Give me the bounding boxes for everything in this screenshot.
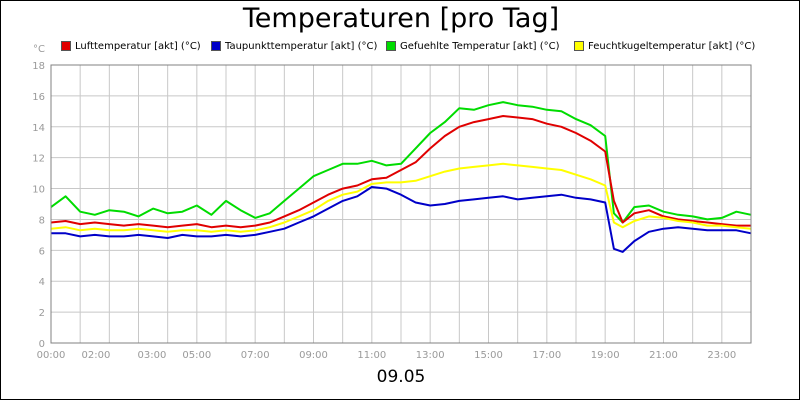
x-tick-label: 07:00: [241, 350, 270, 361]
x-tick-label: 03:00: [138, 350, 167, 361]
legend-label: Taupunkttemperatur [akt] (°C): [225, 40, 378, 52]
y-tick-label: 8: [39, 215, 45, 226]
x-tick-label: 19:00: [591, 350, 620, 361]
x-tick-label: 00:00: [37, 350, 66, 361]
chart-title: Temperaturen [pro Tag]: [242, 3, 560, 34]
x-tick-label: 15:00: [474, 350, 503, 361]
legend-swatch: [574, 41, 584, 51]
legend-item: Gefuehlte Temperatur [akt] (°C): [386, 38, 559, 54]
y-tick-label: 12: [32, 154, 45, 165]
series-line-2: [50, 101, 752, 224]
y-axis-unit-label: °C: [33, 44, 45, 55]
legend-item: Lufttemperatur [akt] (°C): [61, 38, 201, 54]
y-tick-label: 16: [32, 92, 45, 103]
legend-swatch: [211, 41, 221, 51]
series-line-0: [50, 115, 751, 229]
y-tick-label: 18: [32, 61, 45, 72]
x-tick-label: 17:00: [532, 350, 561, 361]
y-tick-label: 2: [39, 308, 45, 319]
y-tick-label: 10: [32, 185, 45, 196]
y-tick-label: 14: [32, 123, 45, 134]
y-tick-label: 4: [39, 277, 45, 288]
legend-item: Taupunkttemperatur [akt] (°C): [211, 38, 377, 54]
x-tick-label: 21:00: [649, 350, 678, 361]
legend-item: Feuchtkugeltemperatur [akt] (°C): [574, 38, 755, 54]
x-tick-label: 13:00: [416, 350, 445, 361]
x-tick-label: 23:00: [707, 350, 736, 361]
plot-border: [50, 64, 752, 344]
legend-swatch: [61, 41, 71, 51]
series-line-1: [51, 186, 752, 253]
legend-label: Feuchtkugeltemperatur [akt] (°C): [588, 40, 756, 52]
y-tick-label: 0: [39, 339, 45, 350]
legend-label: Lufttemperatur [akt] (°C): [75, 40, 201, 52]
x-tick-label: 05:00: [182, 350, 211, 361]
x-tick-label: 02:00: [82, 350, 111, 361]
x-axis-date-label: 09.05: [376, 367, 426, 387]
legend-swatch: [386, 41, 396, 51]
legend: Lufttemperatur [akt] (°C) Taupunkttempera…: [1, 38, 800, 54]
x-tick-label: 09:00: [299, 350, 328, 361]
y-tick-label: 6: [39, 246, 45, 257]
x-tick-label: 11:00: [357, 350, 386, 361]
legend-label: Gefuehlte Temperatur [akt] (°C): [400, 40, 560, 52]
series-line-3: [50, 162, 752, 233]
